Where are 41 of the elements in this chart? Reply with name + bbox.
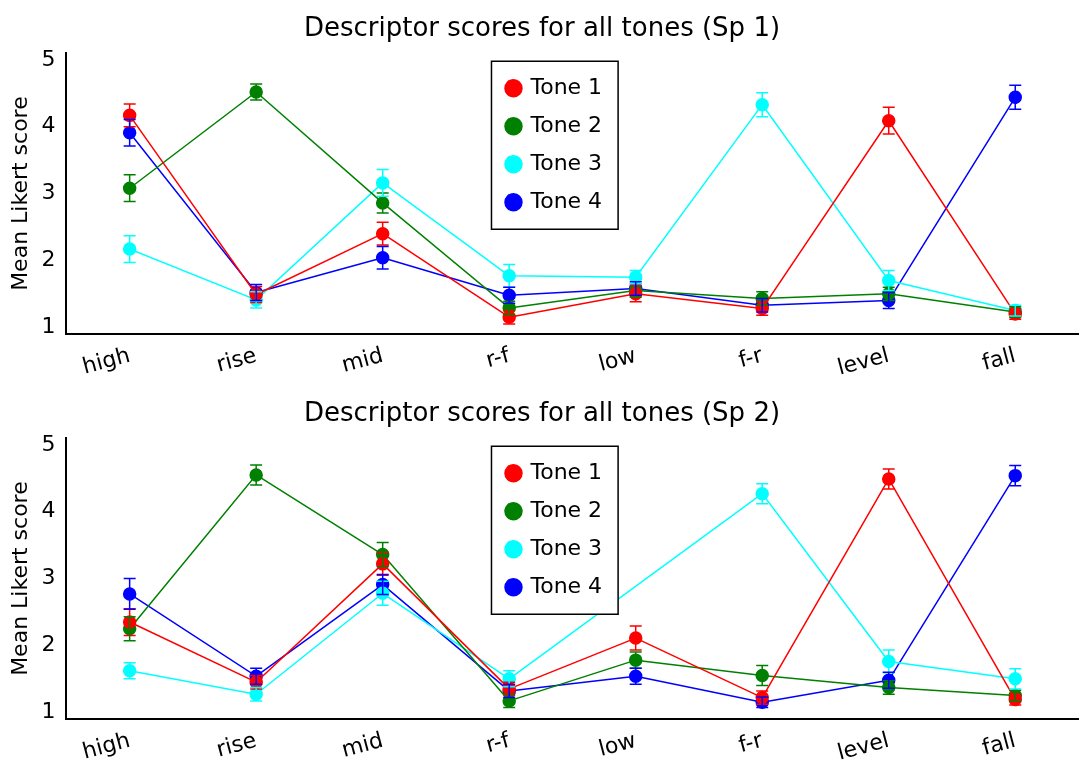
x-tick-label: rise (213, 726, 259, 762)
y-tick-label: 5 (41, 430, 56, 456)
y-tick-label: 4 (41, 112, 56, 138)
y-tick-label: 2 (41, 631, 56, 657)
y-tick-label: 1 (41, 697, 56, 723)
y-axis-title: Mean Likert score (6, 481, 32, 676)
legend-label: Tone 1 (529, 73, 603, 99)
legend-label: Tone 2 (529, 496, 603, 522)
x-tick-label: mid (338, 726, 386, 762)
x-tick-label: high (79, 726, 133, 764)
y-tick-label: 1 (41, 312, 56, 338)
x-tick-label: level (834, 726, 892, 765)
x-tick-label: level (834, 341, 892, 380)
y-tick-label: 2 (41, 246, 56, 272)
chart-title: Descriptor scores for all tones (Sp 1) (303, 12, 781, 43)
legend-label: Tone 3 (529, 534, 603, 560)
legend-label: Tone 1 (529, 458, 603, 484)
x-tick-label: f-r (735, 726, 766, 758)
y-tick-label: 3 (41, 179, 56, 205)
x-tick-label: fall (979, 341, 1019, 375)
x-tick-label: rise (213, 341, 259, 377)
legend-label: Tone 2 (529, 111, 603, 137)
x-tick-label: low (595, 341, 639, 376)
y-axis-title: Mean Likert score (6, 96, 32, 291)
y-tick-label: 3 (41, 564, 56, 590)
point (881, 654, 896, 669)
x-tick-label: f-r (735, 341, 766, 373)
x-tick-label: mid (338, 341, 386, 377)
point (375, 226, 390, 241)
legend-label: Tone 3 (529, 149, 603, 175)
y-tick-label: 5 (41, 45, 56, 71)
chart-title: Descriptor scores for all tones (Sp 2) (303, 397, 781, 428)
x-tick-label: r-f (482, 341, 514, 373)
x-tick-label: fall (979, 726, 1019, 760)
x-tick-label: r-f (482, 726, 514, 758)
point (375, 251, 390, 265)
legend-label: Tone 4 (529, 187, 603, 213)
y-tick-label: 4 (41, 497, 56, 523)
x-tick-label: low (595, 726, 639, 761)
x-tick-label: high (79, 341, 133, 379)
legend-label: Tone 4 (529, 572, 603, 598)
